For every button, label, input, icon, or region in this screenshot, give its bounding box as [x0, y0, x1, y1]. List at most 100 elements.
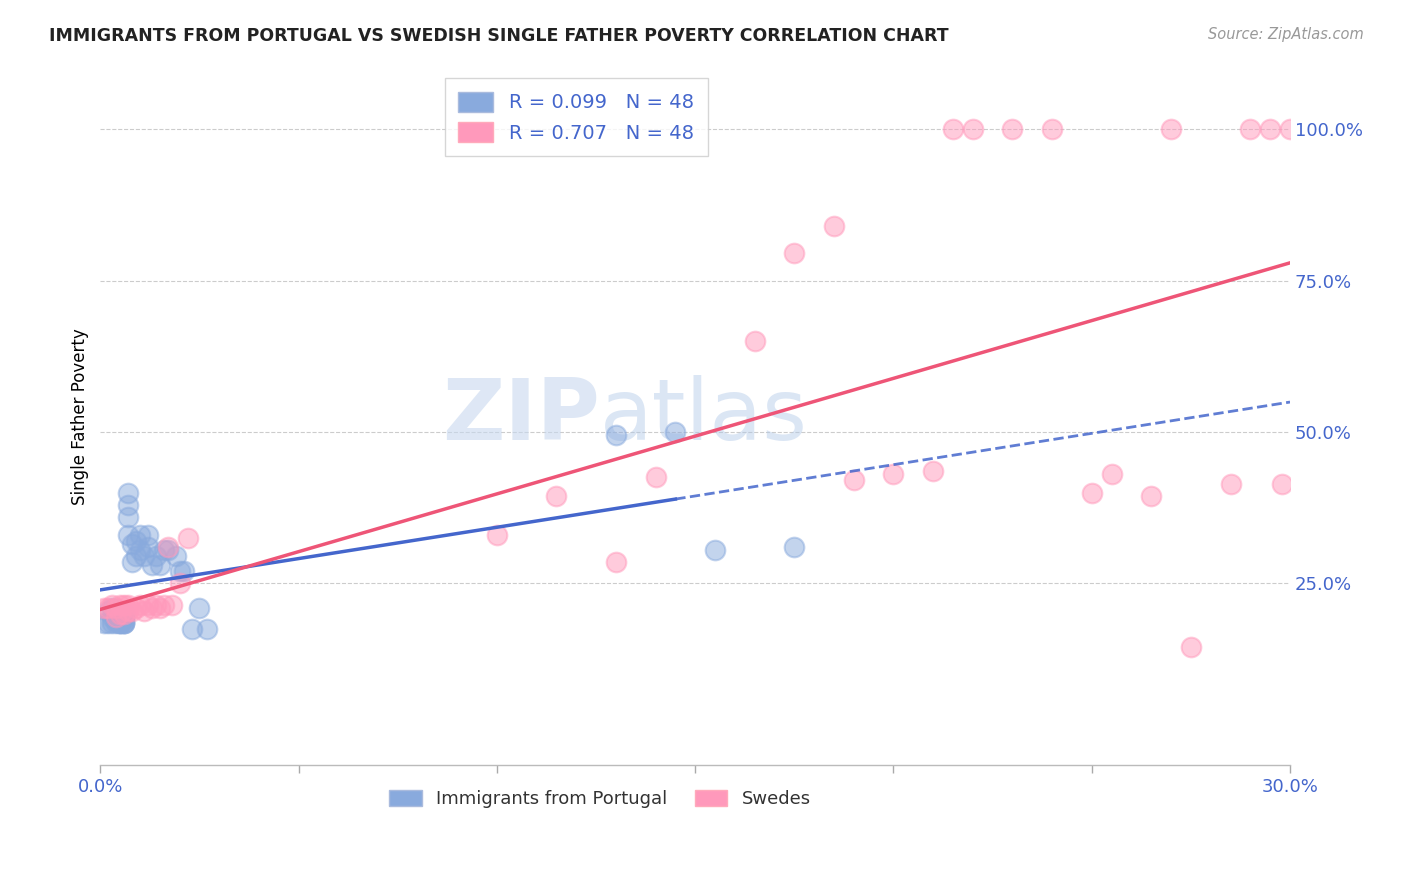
Point — [112, 607, 135, 621]
Text: IMMIGRANTS FROM PORTUGAL VS SWEDISH SINGLE FATHER POVERTY CORRELATION CHART: IMMIGRANTS FROM PORTUGAL VS SWEDISH SING… — [49, 27, 949, 45]
Point — [108, 613, 131, 627]
Point — [882, 467, 904, 482]
Point — [156, 543, 179, 558]
Point — [153, 598, 176, 612]
Point — [1080, 485, 1102, 500]
Point — [605, 428, 627, 442]
Point — [108, 607, 131, 621]
Point — [112, 609, 135, 624]
Point — [1258, 122, 1281, 136]
Point — [922, 464, 945, 478]
Point — [112, 607, 135, 621]
Point — [101, 600, 124, 615]
Point — [97, 600, 120, 615]
Point — [125, 549, 148, 564]
Legend: Immigrants from Portugal, Swedes: Immigrants from Portugal, Swedes — [382, 782, 818, 815]
Point — [101, 598, 124, 612]
Point — [112, 615, 135, 630]
Point — [105, 609, 128, 624]
Point — [1271, 476, 1294, 491]
Point — [129, 528, 152, 542]
Point — [117, 498, 139, 512]
Point — [644, 470, 666, 484]
Point — [1219, 476, 1241, 491]
Text: ZIP: ZIP — [443, 376, 600, 458]
Point — [842, 474, 865, 488]
Point — [145, 549, 167, 564]
Point — [942, 122, 965, 136]
Point — [145, 598, 167, 612]
Point — [108, 607, 131, 621]
Point — [149, 558, 172, 573]
Point — [132, 604, 155, 618]
Point — [105, 615, 128, 630]
Point — [93, 600, 115, 615]
Point — [97, 604, 120, 618]
Point — [605, 555, 627, 569]
Point — [485, 528, 508, 542]
Point — [125, 600, 148, 615]
Point — [962, 122, 984, 136]
Point — [108, 598, 131, 612]
Point — [141, 558, 163, 573]
Point — [153, 543, 176, 558]
Point — [1040, 122, 1063, 136]
Point — [136, 528, 159, 542]
Point — [117, 604, 139, 618]
Point — [160, 598, 183, 612]
Point — [704, 543, 727, 558]
Point — [117, 509, 139, 524]
Point — [101, 615, 124, 630]
Point — [1279, 122, 1302, 136]
Point — [132, 549, 155, 564]
Point — [169, 565, 191, 579]
Point — [180, 622, 202, 636]
Point — [117, 485, 139, 500]
Point — [141, 600, 163, 615]
Point — [105, 600, 128, 615]
Point — [744, 334, 766, 348]
Point — [101, 609, 124, 624]
Point — [129, 598, 152, 612]
Point — [783, 540, 806, 554]
Point — [112, 598, 135, 612]
Text: Source: ZipAtlas.com: Source: ZipAtlas.com — [1208, 27, 1364, 42]
Point — [117, 528, 139, 542]
Point — [1180, 640, 1202, 654]
Point — [125, 534, 148, 549]
Point — [105, 609, 128, 624]
Point — [173, 565, 195, 579]
Point — [783, 246, 806, 260]
Point — [149, 600, 172, 615]
Point — [112, 615, 135, 630]
Point — [117, 598, 139, 612]
Point — [97, 615, 120, 630]
Point — [136, 598, 159, 612]
Point — [121, 537, 143, 551]
Y-axis label: Single Father Poverty: Single Father Poverty — [72, 328, 89, 505]
Point — [129, 543, 152, 558]
Point — [546, 489, 568, 503]
Point — [105, 613, 128, 627]
Point — [1101, 467, 1123, 482]
Point — [1239, 122, 1261, 136]
Point — [136, 540, 159, 554]
Point — [664, 425, 686, 439]
Text: atlas: atlas — [600, 376, 808, 458]
Point — [93, 615, 115, 630]
Point — [156, 540, 179, 554]
Point — [1140, 489, 1163, 503]
Point — [1160, 122, 1182, 136]
Point — [112, 615, 135, 630]
Point — [823, 219, 845, 233]
Point — [108, 615, 131, 630]
Point — [197, 622, 219, 636]
Point — [165, 549, 187, 564]
Point — [108, 615, 131, 630]
Point — [176, 531, 198, 545]
Point — [121, 604, 143, 618]
Point — [112, 613, 135, 627]
Point — [169, 576, 191, 591]
Point — [121, 555, 143, 569]
Point — [108, 615, 131, 630]
